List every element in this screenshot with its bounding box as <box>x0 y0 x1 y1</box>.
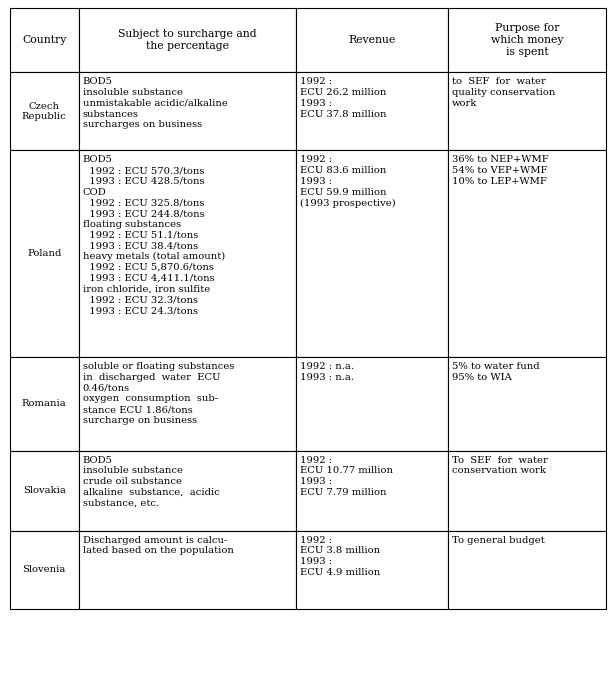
Text: 1992 :
ECU 26.2 million
1993 :
ECU 37.8 million: 1992 : ECU 26.2 million 1993 : ECU 37.8 … <box>300 78 387 119</box>
Bar <box>79 8 296 72</box>
Text: 1992 : n.a.
1993 : n.a.: 1992 : n.a. 1993 : n.a. <box>300 362 354 382</box>
Bar <box>448 8 606 72</box>
Bar <box>10 450 79 531</box>
Text: Czech
Republic: Czech Republic <box>22 101 67 121</box>
Text: To general budget: To general budget <box>452 536 545 545</box>
Bar <box>10 357 79 450</box>
Text: 1992 :
ECU 3.8 million
1993 :
ECU 4.9 million: 1992 : ECU 3.8 million 1993 : ECU 4.9 mi… <box>300 536 380 577</box>
Bar <box>79 151 296 357</box>
Bar <box>448 531 606 609</box>
Bar <box>296 8 448 72</box>
Bar <box>448 450 606 531</box>
Text: Country: Country <box>22 35 67 45</box>
Text: soluble or floating substances
in  discharged  water  ECU
0.46/tons
oxygen  cons: soluble or floating substances in discha… <box>83 362 234 425</box>
Bar <box>79 450 296 531</box>
Text: 5% to water fund
95% to WIA: 5% to water fund 95% to WIA <box>452 362 540 382</box>
Text: 1992 :
ECU 10.77 million
1993 :
ECU 7.79 million: 1992 : ECU 10.77 million 1993 : ECU 7.79… <box>300 456 393 497</box>
Bar <box>448 357 606 450</box>
Text: Romania: Romania <box>22 400 67 409</box>
Bar <box>10 151 79 357</box>
Text: to  SEF  for  water
quality conservation
work: to SEF for water quality conservation wo… <box>452 78 556 108</box>
Text: 1992 :
ECU 83.6 million
1993 :
ECU 59.9 million
(1993 prospective): 1992 : ECU 83.6 million 1993 : ECU 59.9 … <box>300 155 396 208</box>
Bar <box>296 151 448 357</box>
Bar <box>448 72 606 151</box>
Text: Slovakia: Slovakia <box>23 486 66 496</box>
Bar <box>79 357 296 450</box>
Text: BOD5
  1992 : ECU 570.3/tons
  1993 : ECU 428.5/tons
COD
  1992 : ECU 325.8/tons: BOD5 1992 : ECU 570.3/tons 1993 : ECU 42… <box>83 155 225 315</box>
Text: Purpose for
which money
is spent: Purpose for which money is spent <box>491 23 563 57</box>
Text: Slovenia: Slovenia <box>23 565 66 574</box>
Bar <box>448 151 606 357</box>
Text: Poland: Poland <box>27 249 62 258</box>
Text: Revenue: Revenue <box>349 35 395 45</box>
Text: BOD5
insoluble substance
crude oil substance
alkaline  substance,  acidic
substa: BOD5 insoluble substance crude oil subst… <box>83 456 219 508</box>
Bar <box>10 8 79 72</box>
Bar <box>296 72 448 151</box>
Bar <box>296 357 448 450</box>
Bar <box>10 531 79 609</box>
Bar <box>10 72 79 151</box>
Bar <box>296 450 448 531</box>
Bar <box>79 72 296 151</box>
Text: To  SEF  for  water
conservation work: To SEF for water conservation work <box>452 456 548 475</box>
Text: 36% to NEP+WMF
54% to VEP+WMF
10% to LEP+WMF: 36% to NEP+WMF 54% to VEP+WMF 10% to LEP… <box>452 155 549 186</box>
Text: BOD5
insoluble substance
unmistakable acidic/alkaline
substances
surcharges on b: BOD5 insoluble substance unmistakable ac… <box>83 78 227 129</box>
Bar <box>296 531 448 609</box>
Text: Discharged amount is calcu-
lated based on the population: Discharged amount is calcu- lated based … <box>83 536 233 555</box>
Text: Subject to surcharge and
the percentage: Subject to surcharge and the percentage <box>118 29 257 51</box>
Bar <box>79 531 296 609</box>
